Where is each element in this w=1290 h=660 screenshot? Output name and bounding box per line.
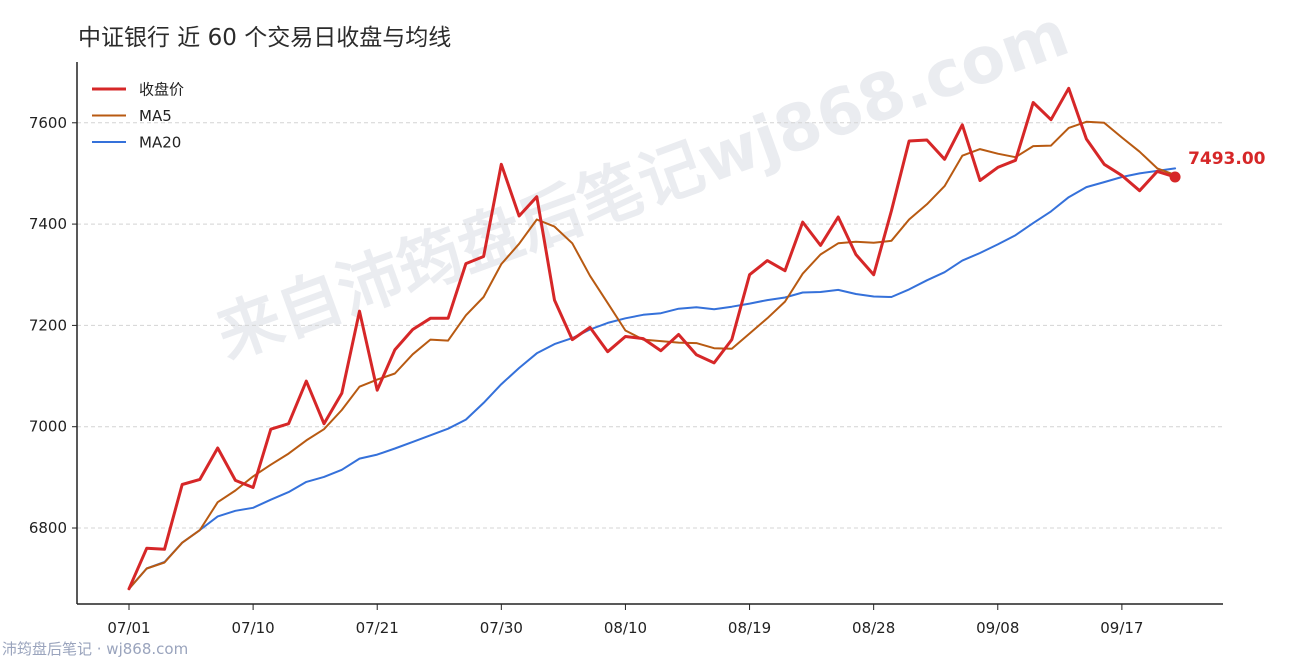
chart-title: 中证银行 近 60 个交易日收盘与均线 [78, 25, 452, 51]
x-tick-label: 07/30 [480, 619, 523, 637]
footer-watermark: 沛筠盘后笔记 · wj868.com [2, 640, 189, 658]
series-lines: 7493.00 [127, 86, 1266, 591]
x-tick-label: 07/01 [107, 619, 150, 637]
series-line-ma5 [128, 120, 1177, 590]
legend: 收盘价 MA5 MA20 [92, 81, 184, 152]
y-tick-label: 7400 [29, 215, 67, 233]
x-tick-label: 07/21 [356, 619, 399, 637]
y-tick-label: 7200 [29, 316, 67, 334]
x-tick-label: 09/17 [1100, 619, 1143, 637]
x-tick-label: 08/28 [852, 619, 895, 637]
x-tick-label: 08/10 [604, 619, 647, 637]
x-tick-label: 09/08 [976, 619, 1019, 637]
y-tick-label: 7600 [29, 114, 67, 132]
series-line-ma20 [128, 167, 1177, 590]
last-close-label: 7493.00 [1188, 149, 1266, 169]
x-tick-label: 07/10 [231, 619, 274, 637]
center-watermark: 来自沛筠盘后笔记wj868.com [208, 0, 1079, 374]
y-tick-label: 7000 [29, 418, 67, 436]
axes: 6800 7000 7200 7400 7600 07/01 07/10 07/21 07/30… [29, 62, 1223, 637]
legend-label: MA5 [139, 107, 172, 125]
y-tick-label: 6800 [29, 519, 67, 537]
last-close-marker [1169, 171, 1181, 183]
legend-label: 收盘价 [139, 81, 184, 99]
x-tick-label: 08/19 [728, 619, 771, 637]
legend-label: MA20 [139, 134, 181, 152]
series-line-收盘价 [127, 86, 1177, 591]
